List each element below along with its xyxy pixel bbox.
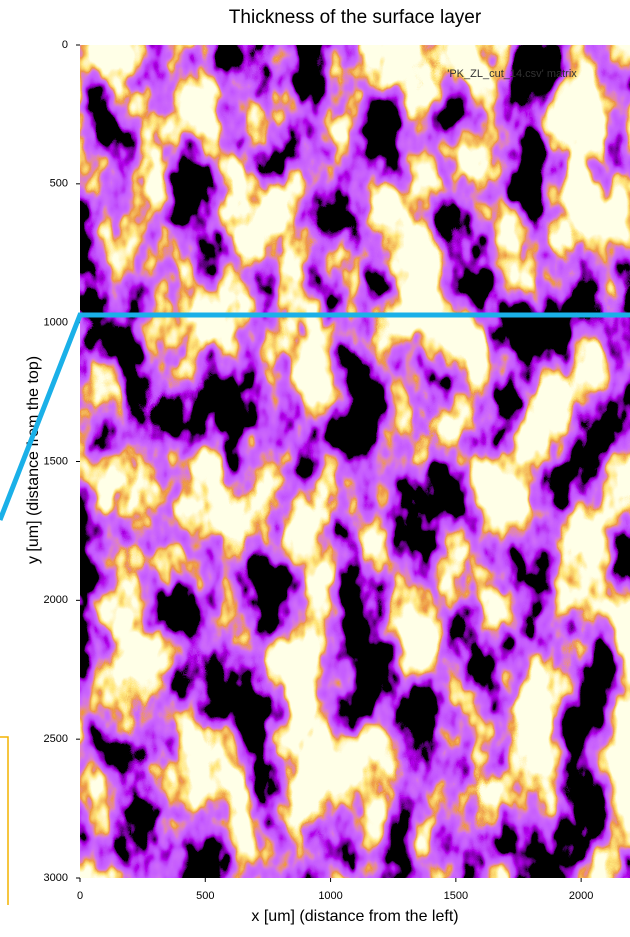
overlay-bracket: [0, 737, 8, 905]
y-tick-label: 2000: [44, 594, 68, 606]
heatmap-image: [80, 45, 630, 878]
x-tick-label: 2000: [569, 890, 593, 902]
x-tick-label: 500: [196, 890, 214, 902]
y-tick-label: 500: [50, 178, 68, 190]
y-tick-label: 0: [62, 39, 68, 51]
x-tick-label: 0: [77, 890, 83, 902]
x-axis-label: x [um] (distance from the left): [251, 908, 458, 925]
chart: Thickness of the surface layer 'PK_ZL_cu…: [0, 0, 630, 932]
y-tick-label: 3000: [44, 872, 68, 884]
chart-title: Thickness of the surface layer: [229, 7, 482, 28]
y-tick-label: 2500: [44, 733, 68, 745]
page: {"chart_data": {"type": "heatmap", "titl…: [0, 0, 630, 932]
x-tick-label: 1000: [318, 890, 342, 902]
y-tick-label: 1500: [44, 455, 68, 467]
annotation: 'PK_ZL_cut_14.csv' matrix: [447, 68, 577, 80]
y-axis-label: y [um] (distance from the top): [25, 356, 42, 564]
x-tick-label: 1500: [444, 890, 468, 902]
y-tick-label: 1000: [44, 317, 68, 329]
